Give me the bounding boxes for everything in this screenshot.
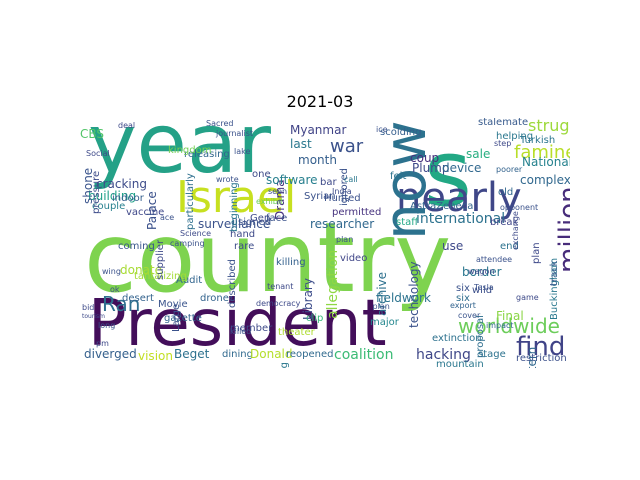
cloud-word: mountain [436,360,484,368]
cloud-word: kingdom [168,146,211,156]
cloud-word: one [252,170,271,180]
cloud-word: killing [276,258,306,268]
cloud-word: wing [102,268,121,276]
cloud-word: CBS [80,128,104,140]
cloud-word: six [456,284,470,294]
cloud-word: restriction [516,354,567,364]
cloud-word: clip [306,314,323,324]
cloud-word: vision [138,350,173,362]
cloud-word: Tesla [474,284,494,292]
cloud-word: researcher [310,218,374,230]
cloud-word: particularly [186,173,196,230]
cloud-word: coalition [334,348,393,362]
cloud-word: proposal [476,315,486,358]
cloud-word: struggle [528,118,570,134]
cloud-word: theater [278,328,315,338]
cloud-word: deal [118,122,135,130]
cloud-word: Turkish [520,136,555,146]
cloud-word: complex [520,174,570,186]
cloud-word: plan [372,303,389,311]
cloud-word: camping [170,240,205,248]
cloud-word: drone [200,294,229,304]
cloud-word: major [370,318,399,328]
cloud-word: ice [376,126,388,134]
cloud-word: staff [396,218,418,228]
cloud-word: growing [280,362,290,368]
cloud-word: exhibit [256,198,283,206]
cloud-word: software [266,174,318,186]
cloud-word: tenant [267,283,293,291]
cloud-word: tourism [82,314,105,320]
cloud-word: ace [160,214,174,222]
cloud-word: rare [234,242,254,252]
word-cloud: year s country President Israel nearly now war f… [80,118,570,368]
cloud-word: National [522,156,570,168]
cloud-word: exchange [512,211,520,250]
cloud-word: pressure [92,171,102,214]
cloud-word: Large [172,304,182,332]
cloud-word: Sacred [206,120,234,128]
cloud-word: Syrian [304,192,336,202]
cloud-word: killed [230,328,251,336]
cloud-word: indoor [112,194,144,204]
cloud-word: Myanmar [290,124,346,136]
cloud-word: bid [82,304,94,312]
cloud-word: diverged [84,348,137,360]
cloud-word: export [450,302,476,310]
cloud-word: gazette [164,314,202,324]
cloud-word: desert [122,294,154,304]
cloud-word: Science [180,230,211,238]
cloud-word: wagon [468,268,495,276]
cloud-word: Social [86,150,110,158]
cloud-word: Gen [250,214,270,224]
cloud-word: video [340,254,367,264]
cloud-word: game [516,294,539,302]
cloud-word: device [442,162,481,174]
cloud-word: allegation [326,250,340,319]
cloud-word: wrote [216,176,239,184]
cloud-word: democracy [256,300,300,308]
cloud-word: cover [458,312,480,320]
cloud-word: seen [268,188,287,196]
cloud-word: impact [486,322,514,330]
cloud-word: reopened [286,350,334,360]
cloud-word: journalist [216,130,253,138]
cloud-word: stalemate [478,118,528,128]
cloud-word: plan [336,236,353,244]
cloud-word: poorer [496,166,522,174]
cloud-word: Beget [174,348,209,360]
cloud-word: ignored [340,168,350,206]
cloud-word: dining [222,350,253,360]
cloud-word: Palace [146,192,158,231]
cloud-word: coming [118,242,155,252]
cloud-word: ok [110,286,120,294]
cloud-word: step [494,140,511,148]
cloud-word: last [290,138,312,150]
cloud-word: lake [234,148,250,156]
cloud-word: AstraZeneca [410,202,473,212]
chart-title: 2021-03 [0,92,640,111]
cloud-word: felt [390,172,406,182]
cloud-word: plan [532,242,542,264]
cloud-word: long [98,322,115,330]
cloud-word: use [442,240,463,252]
cloud-word: old [498,188,513,198]
cloud-word: call [344,176,358,184]
cloud-word: attendee [476,256,512,264]
cloud-word: sale [466,148,490,160]
cloud-word: described [228,259,238,308]
cloud-word: month [298,154,337,166]
cloud-word: permitted [332,208,381,218]
cloud-word: pm [96,340,109,348]
cloud-word: supplier [156,240,166,280]
cloud-word: track [550,261,560,286]
